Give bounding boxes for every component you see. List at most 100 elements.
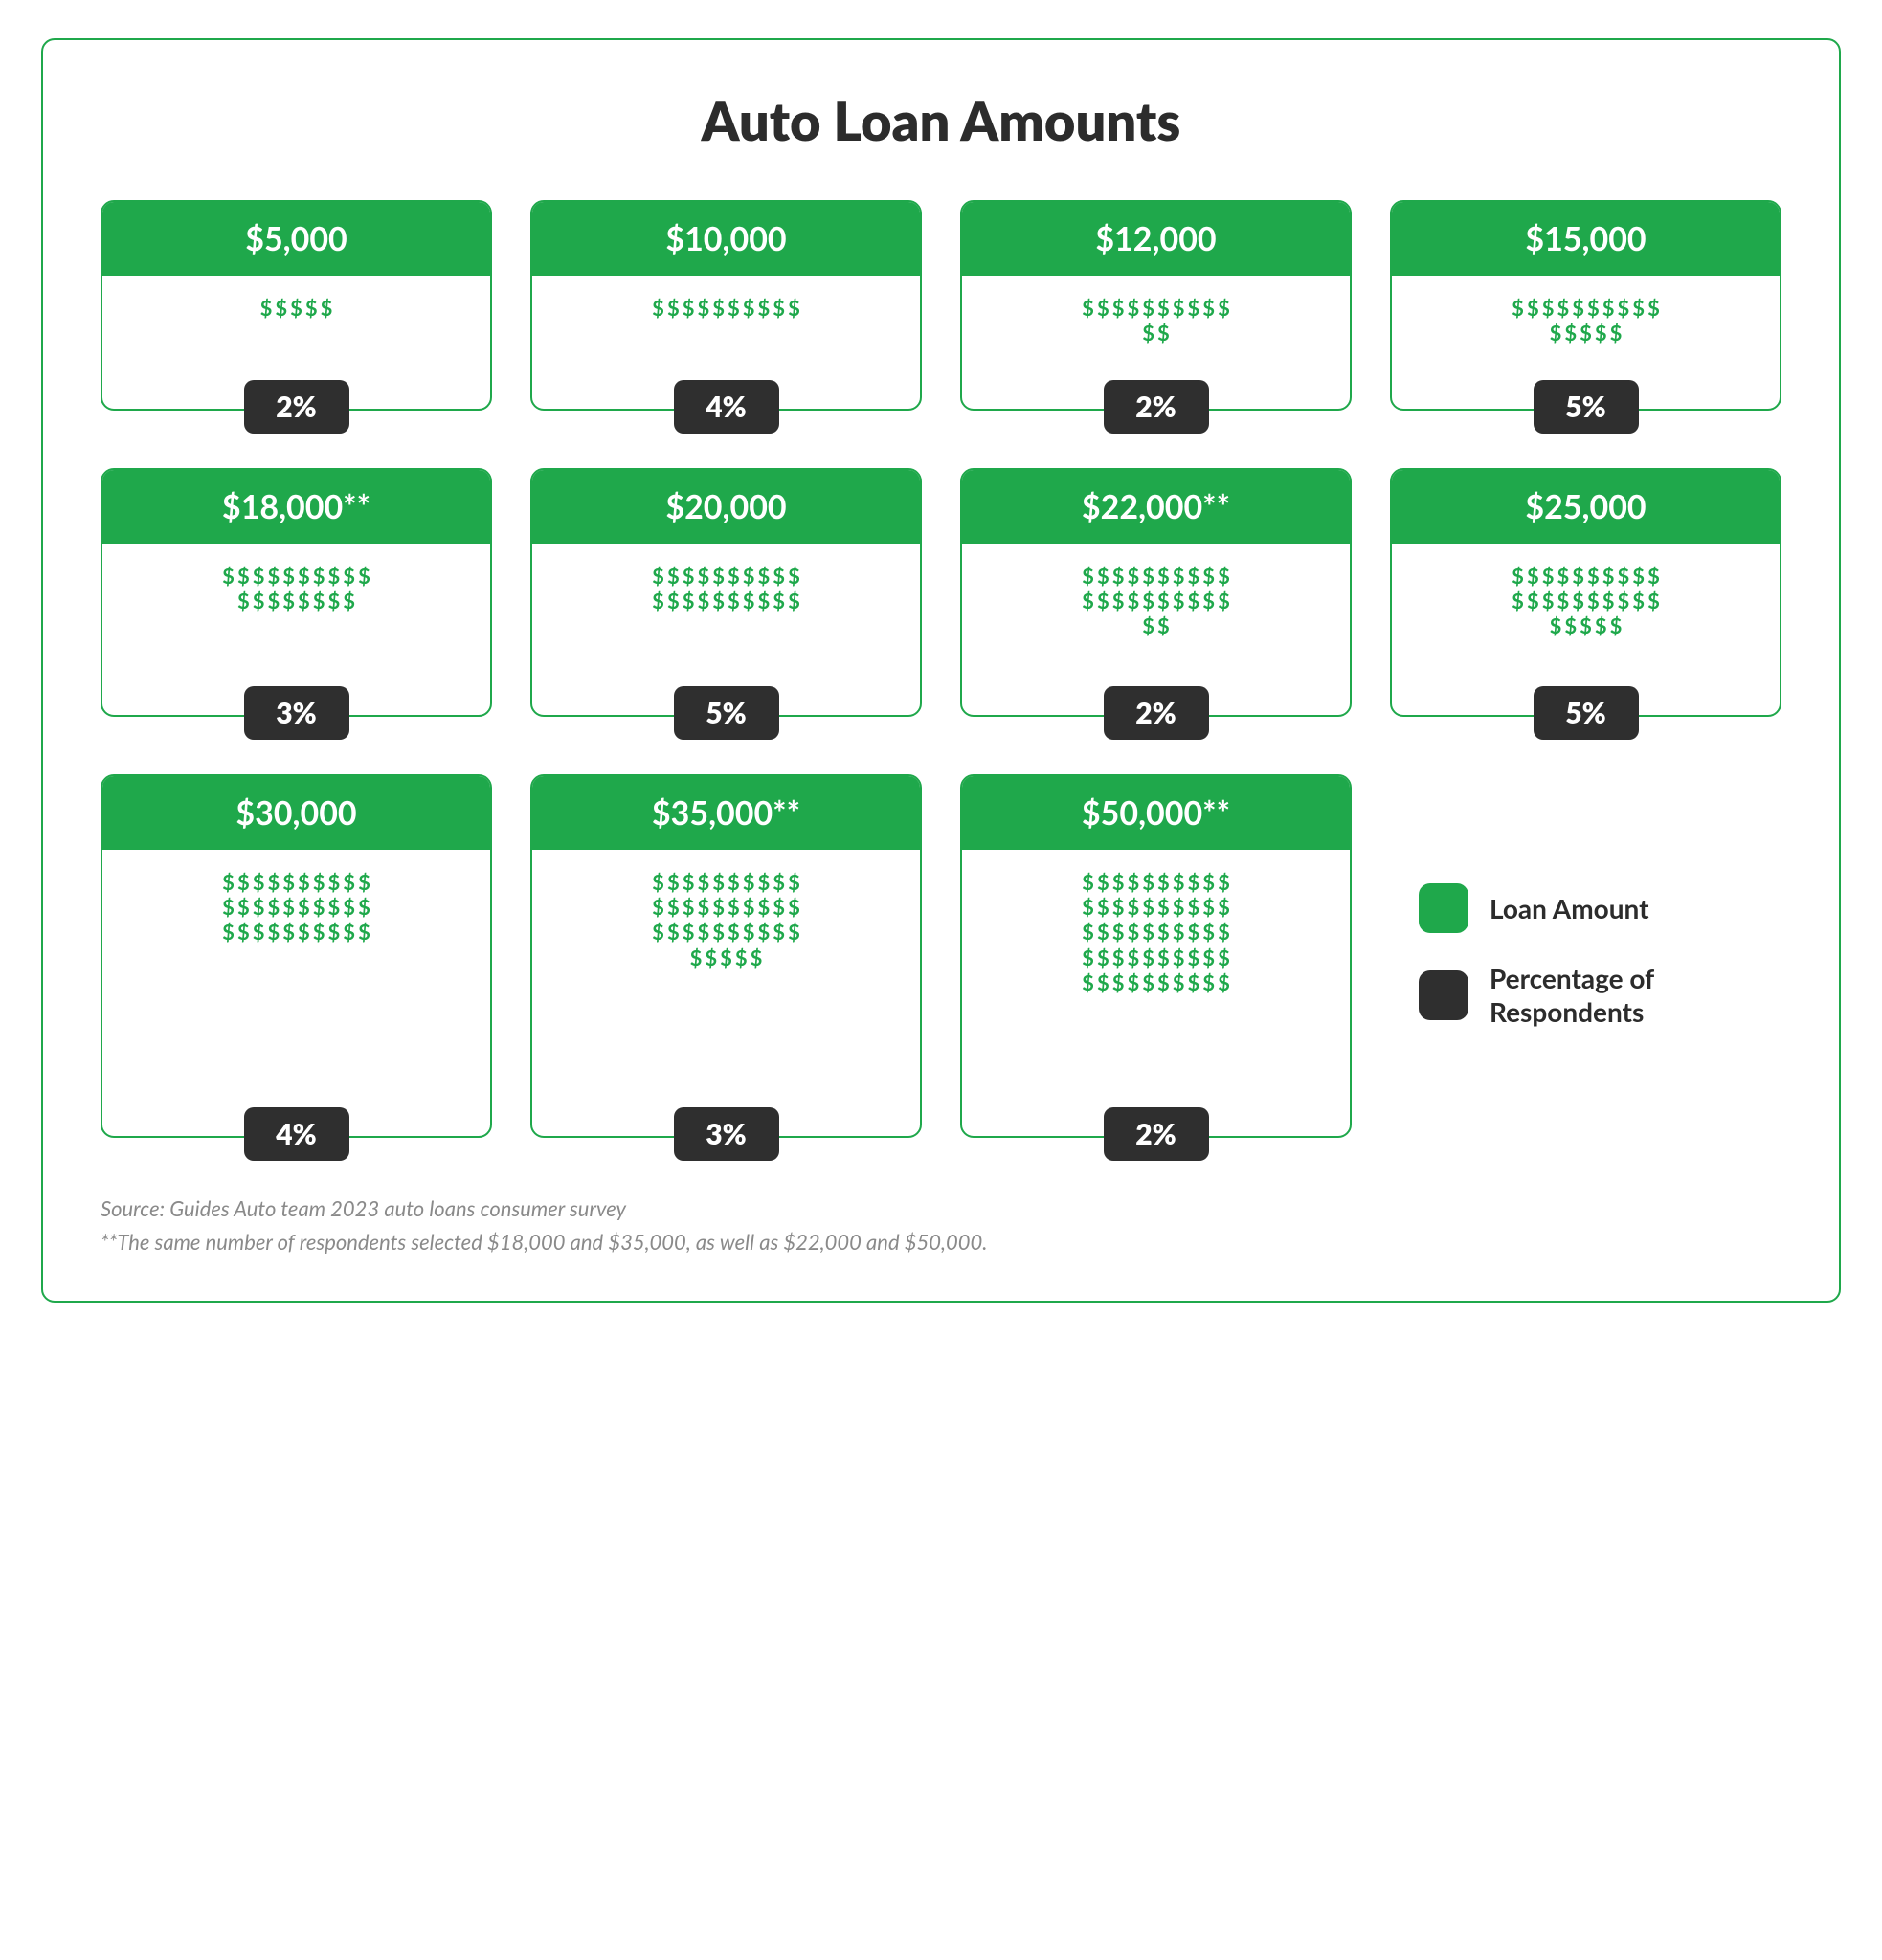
dollar-icon: $ — [1632, 590, 1645, 612]
dollar-icon: $ — [1202, 947, 1215, 969]
dollar-icon: $ — [267, 871, 280, 894]
dollar-icon: $ — [267, 565, 280, 588]
loan-amount-label: $15,000 — [1392, 202, 1780, 276]
loan-card: $22,000**$$$$$$$$$$$$$$$$$$$$$$2% — [960, 468, 1352, 717]
dollar-icon: $ — [683, 297, 695, 320]
dollar-icon: $ — [1082, 590, 1094, 612]
dollar-icon: $ — [697, 590, 709, 612]
legend-swatch — [1419, 970, 1468, 1020]
footnote-line: Source: Guides Auto team 2023 auto loans… — [101, 1195, 1781, 1221]
dollar-icon: $ — [1142, 947, 1154, 969]
dollar-icon: $ — [1632, 297, 1645, 320]
dollar-icon: $ — [697, 921, 709, 944]
dollar-icon: $ — [222, 921, 235, 944]
percent-badge: 5% — [1534, 380, 1639, 434]
dollar-icon: $ — [1587, 565, 1600, 588]
dollar-icon: $ — [282, 896, 295, 919]
dollar-icon: $ — [1572, 565, 1584, 588]
pictogram-area: $$$$$$$$$$$$$$$$$$$$$$$$$$$$$$ — [102, 850, 490, 1136]
dollar-icon: $ — [667, 590, 680, 612]
percent-badge: 3% — [244, 686, 349, 740]
dollar-icon: $ — [683, 871, 695, 894]
percent-badge: 2% — [1104, 380, 1209, 434]
dollar-icon: $ — [728, 921, 740, 944]
loan-amount-label: $25,000 — [1392, 470, 1780, 544]
dollar-icon: $ — [1112, 921, 1125, 944]
dollar-icon: $ — [222, 565, 235, 588]
dollar-icon: $ — [1142, 971, 1154, 994]
dollar-icon: $ — [667, 565, 680, 588]
dollar-icon: $ — [667, 871, 680, 894]
dollar-icon: $ — [1550, 322, 1562, 345]
dollar-icon: $ — [728, 565, 740, 588]
dollar-icon: $ — [697, 896, 709, 919]
dollar-icon: $ — [282, 871, 295, 894]
dollar-icon: $ — [788, 297, 800, 320]
dollar-icon: $ — [222, 871, 235, 894]
dollar-icon: $ — [343, 565, 355, 588]
dollar-icon: $ — [298, 871, 310, 894]
dollar-icon: $ — [697, 871, 709, 894]
dollar-icon: $ — [260, 297, 273, 320]
percent-badge: 3% — [674, 1107, 779, 1161]
dollar-icon: $ — [253, 565, 265, 588]
dollar-icon: $ — [1587, 590, 1600, 612]
loan-card: $20,000$$$$$$$$$$$$$$$$$$$$5% — [530, 468, 922, 717]
dollar-icon: $ — [728, 896, 740, 919]
dollar-icon: $ — [1557, 565, 1569, 588]
dollar-icon: $ — [1173, 871, 1185, 894]
dollar-icon: $ — [788, 896, 800, 919]
loan-card: $10,000$$$$$$$$$$4% — [530, 200, 922, 411]
dollar-icon: $ — [788, 921, 800, 944]
dollar-icon: $ — [1587, 297, 1600, 320]
dollar-icon: $ — [1173, 297, 1185, 320]
dollar-icon: $ — [712, 921, 725, 944]
dollar-icon: $ — [1173, 590, 1185, 612]
dollar-icon: $ — [758, 565, 771, 588]
dollar-icon: $ — [1218, 590, 1230, 612]
dollar-icon: $ — [758, 590, 771, 612]
dollar-icon: $ — [1218, 896, 1230, 919]
dollar-icon: $ — [735, 947, 748, 969]
dollar-icon: $ — [773, 590, 785, 612]
dollar-icon: $ — [237, 871, 250, 894]
dollar-icon: $ — [1618, 590, 1630, 612]
dollar-icon: $ — [1082, 297, 1094, 320]
dollar-icon: $ — [758, 297, 771, 320]
dollar-icon: $ — [1157, 947, 1170, 969]
dollar-icon: $ — [237, 896, 250, 919]
dollar-icon: $ — [667, 297, 680, 320]
dollar-icon: $ — [1142, 590, 1154, 612]
dollar-icon: $ — [728, 297, 740, 320]
dollar-icon: $ — [1097, 871, 1109, 894]
dollar-icon: $ — [1188, 297, 1200, 320]
dollar-icon: $ — [313, 871, 325, 894]
dollar-icon: $ — [1218, 871, 1230, 894]
dollar-icon: $ — [1082, 971, 1094, 994]
dollar-icon: $ — [313, 590, 325, 612]
infographic-frame: Auto Loan Amounts $5,000$$$$$2%$10,000$$… — [41, 38, 1841, 1303]
dollar-icon: $ — [1602, 565, 1615, 588]
dollar-icon: $ — [1112, 971, 1125, 994]
dollar-icon: $ — [1218, 971, 1230, 994]
dollar-icon: $ — [1082, 896, 1094, 919]
page-title: Auto Loan Amounts — [101, 88, 1781, 152]
dollar-icon: $ — [1127, 871, 1139, 894]
dollar-icon: $ — [343, 871, 355, 894]
dollar-icon: $ — [788, 871, 800, 894]
dollar-icon: $ — [1157, 921, 1170, 944]
dollar-icon: $ — [1632, 565, 1645, 588]
dollar-icon: $ — [1202, 297, 1215, 320]
dollar-icon: $ — [758, 921, 771, 944]
dollar-icon: $ — [358, 565, 370, 588]
dollar-icon: $ — [1173, 971, 1185, 994]
dollar-icon: $ — [237, 590, 250, 612]
dollar-icon: $ — [1127, 297, 1139, 320]
dollar-icon: $ — [1202, 896, 1215, 919]
dollar-icon: $ — [343, 590, 355, 612]
dollar-icon: $ — [1202, 921, 1215, 944]
legend-item: Percentage of Respondents — [1419, 962, 1781, 1029]
loan-card: $30,000$$$$$$$$$$$$$$$$$$$$$$$$$$$$$$4% — [101, 774, 492, 1138]
dollar-icon: $ — [1112, 871, 1125, 894]
percent-badge: 5% — [1534, 686, 1639, 740]
